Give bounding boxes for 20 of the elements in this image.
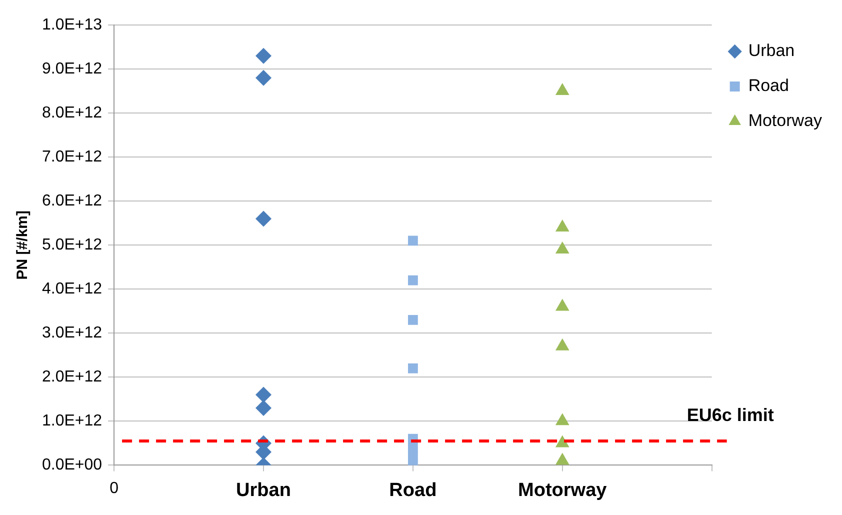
x-tick-label: 0 [110, 480, 119, 498]
y-tick-label: 8.0E+12 [42, 104, 102, 122]
y-tick-label: 4.0E+12 [42, 280, 102, 298]
y-tick-label: 7.0E+12 [42, 148, 102, 166]
x-tick-label: Road [389, 480, 437, 501]
y-tick-label: 3.0E+12 [42, 324, 102, 342]
y-tick-label: 2.0E+12 [42, 368, 102, 386]
ref-line-label: EU6c limit [686, 404, 774, 425]
y-tick-label: 1.0E+13 [42, 16, 102, 34]
y-tick-label: 9.0E+12 [42, 60, 102, 78]
legend-label: Road [748, 76, 789, 96]
y-tick-label: 1.0E+12 [42, 412, 102, 430]
legend-label: Motorway [748, 111, 822, 130]
y-axis-title: PN [#/km] [14, 210, 32, 280]
y-tick-label: 6.0E+12 [42, 192, 102, 210]
y-tick-label: 0.0E+00 [42, 456, 102, 474]
y-tick-label: 5.0E+12 [42, 236, 102, 254]
legend-label: Urban [748, 41, 795, 60]
x-tick-label: Urban [236, 480, 291, 501]
x-tick-label: Motorway [518, 480, 608, 501]
